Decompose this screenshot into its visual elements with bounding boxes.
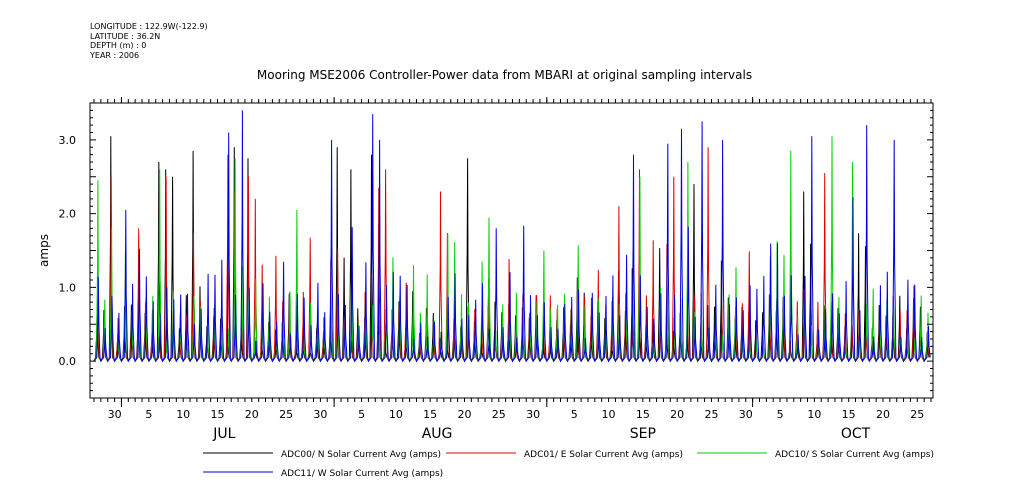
- x-month-label: OCT: [841, 426, 871, 442]
- legend-label: ADC11/ W Solar Current Avg (amps): [281, 469, 443, 479]
- legend: ADC00/ N Solar Current Avg (amps) ADC01/ …: [203, 450, 934, 479]
- x-tick-label: 20: [670, 408, 684, 421]
- x-tick-label: 10: [389, 408, 403, 421]
- x-tick-label: 25: [910, 408, 924, 421]
- x-tick-label: 30: [739, 408, 753, 421]
- depth-label: DEPTH (m) : 0: [90, 41, 147, 50]
- x-tick-label: 30: [313, 408, 327, 421]
- y-tick-label: 1.0: [59, 281, 77, 294]
- y-tick-label: 3.0: [59, 134, 77, 147]
- legend-label: ADC01/ E Solar Current Avg (amps): [524, 450, 683, 460]
- longitude-label: LONGITUDE : 122.9W(-122.9): [90, 22, 208, 31]
- latitude-label: LATITUDE : 36.2N: [90, 31, 161, 41]
- x-tick-label: 15: [636, 408, 650, 421]
- plot-area: [93, 110, 931, 363]
- x-tick-label: 30: [526, 408, 540, 421]
- x-tick-label: 30: [108, 408, 122, 421]
- y-axis-label: amps: [37, 234, 51, 267]
- x-month-label: SEP: [630, 426, 656, 442]
- legend-item-2: ADC10/ S Solar Current Avg (amps): [697, 450, 934, 460]
- x-tick-label: 5: [777, 408, 784, 421]
- x-tick-label: 15: [842, 408, 856, 421]
- x-axis: 30 5 10 15 20 25 30 5 10 15 20 25 30 5 10 15 20 25 30 5 10 15…: [93, 97, 932, 442]
- y-axis: 0.0 1.0 2.0 3.0 amps: [37, 102, 933, 399]
- chart-title: Mooring MSE2006 Controller-Power data fr…: [256, 68, 753, 82]
- x-tick-label: 10: [807, 408, 821, 421]
- x-tick-label: 5: [358, 408, 365, 421]
- y-tick-label: 0.0: [59, 355, 77, 368]
- legend-label: ADC10/ S Solar Current Avg (amps): [775, 450, 934, 460]
- x-tick-label: 20: [457, 408, 471, 421]
- legend-label: ADC00/ N Solar Current Avg (amps): [281, 450, 441, 460]
- year-label: YEAR : 2006: [90, 50, 140, 60]
- x-tick-label: 15: [210, 408, 224, 421]
- series-line-3: [93, 110, 931, 363]
- x-tick-label: 20: [876, 408, 890, 421]
- x-tick-label: 25: [704, 408, 718, 421]
- legend-item-0: ADC00/ N Solar Current Avg (amps): [203, 450, 441, 460]
- x-tick-label: 25: [279, 408, 293, 421]
- x-tick-label: 15: [423, 408, 437, 421]
- x-tick-label: 5: [145, 408, 152, 421]
- x-tick-label: 10: [602, 408, 616, 421]
- x-tick-label: 5: [571, 408, 578, 421]
- y-tick-label: 2.0: [59, 208, 77, 221]
- x-month-label: AUG: [422, 426, 453, 442]
- legend-item-3: ADC11/ W Solar Current Avg (amps): [203, 469, 443, 479]
- x-tick-label: 10: [176, 408, 190, 421]
- metadata-block: LONGITUDE : 122.9W(-122.9) LATITUDE : 36…: [90, 22, 208, 60]
- x-month-label: JUL: [212, 426, 235, 442]
- legend-item-1: ADC01/ E Solar Current Avg (amps): [446, 450, 683, 460]
- x-tick-label: 25: [492, 408, 506, 421]
- x-tick-label: 20: [245, 408, 259, 421]
